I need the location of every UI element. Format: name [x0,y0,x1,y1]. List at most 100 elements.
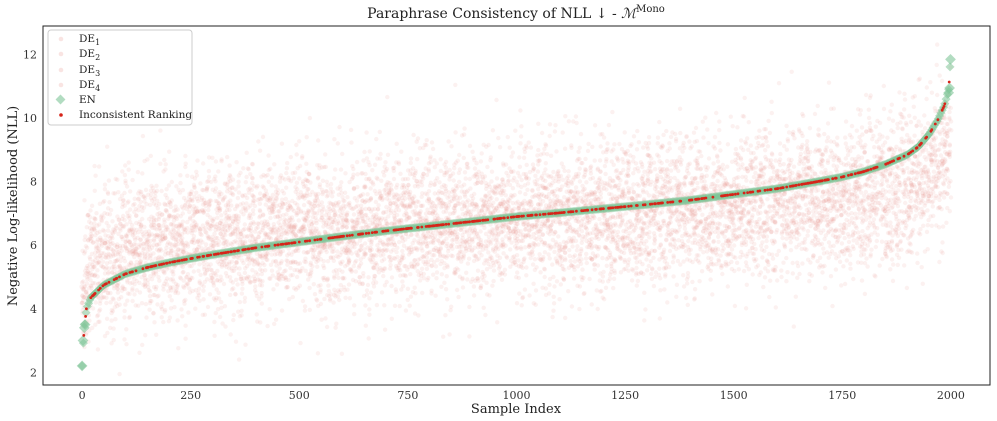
de-point [221,224,227,229]
de-point [169,242,174,247]
de-point [158,228,163,234]
de-point [351,212,357,217]
de-point [551,301,557,306]
de-point [475,276,480,281]
de-point [543,142,548,147]
de-point [320,178,326,183]
de-point [384,222,390,227]
de-point [223,210,228,215]
de-point [324,324,330,330]
de-point [182,243,187,248]
de-point [119,193,125,198]
de-point [382,173,387,178]
de-point [345,210,350,215]
de-point [102,211,107,216]
de-point [200,187,205,193]
de-point [143,301,149,307]
de-point [227,224,232,229]
de-point [236,216,241,221]
de-point [219,264,225,269]
de-point [217,278,223,284]
de-point [407,189,413,195]
de-point [571,177,576,182]
de-point [297,139,302,144]
de-point [257,201,263,206]
de-point [212,271,218,276]
de-point [146,192,151,197]
de-point [115,286,120,291]
de-point [395,254,400,260]
de-point [463,176,468,181]
de-point [221,281,227,287]
de-point [166,240,171,245]
de-point [192,228,198,233]
de-point [233,292,238,297]
de-point [133,303,138,308]
de-point [577,284,583,289]
de-point [559,184,565,189]
de-point [383,266,388,271]
de-point [302,304,308,309]
de-point [178,180,183,186]
de-point [95,223,100,228]
de-point [176,187,181,192]
de-point [148,252,153,257]
de-point [188,228,194,233]
de-point [110,219,115,224]
de-point [366,275,371,280]
de-point [412,194,417,199]
de-point [127,239,132,244]
de-point [219,277,224,283]
de-point [138,237,143,242]
de-point [101,229,107,234]
de-point [584,180,589,185]
de-point [157,226,162,231]
de-point [114,244,120,249]
de-point [517,190,523,195]
de-point [118,268,123,273]
de-point [213,235,218,241]
de-point [138,224,144,229]
de-point [279,308,285,313]
de-point [192,176,198,181]
de-point [106,178,112,183]
de-point [439,284,444,289]
de-point [155,212,160,217]
de-point [424,142,429,148]
de-point [233,216,238,221]
de-point [117,217,122,222]
de-point [284,258,289,263]
de-point [200,312,205,318]
de-point [173,204,178,209]
de-point [137,280,142,286]
de-point [166,216,171,221]
de-point [92,163,97,169]
de-point [335,141,340,146]
de-point [227,163,232,168]
de-point [331,246,336,251]
de-point [106,224,111,229]
de-point [214,295,219,301]
de-point [355,172,360,177]
de-point [104,316,110,321]
de-point [447,194,452,199]
de-point [444,236,449,241]
de-point [507,182,513,188]
de-point [81,286,87,292]
de-point [131,203,136,208]
de-point [336,275,341,280]
de-point [260,134,266,140]
de-point [213,198,218,204]
de-point [165,225,170,230]
de-point [209,268,214,273]
de-point [131,263,136,268]
de-point [210,187,215,192]
de-point [212,333,217,338]
de-point [173,235,178,240]
de-point [206,199,212,204]
de-point [181,269,186,275]
de-point [171,222,176,227]
de-point [85,213,90,218]
de-point [121,255,127,261]
de-point [197,227,203,232]
